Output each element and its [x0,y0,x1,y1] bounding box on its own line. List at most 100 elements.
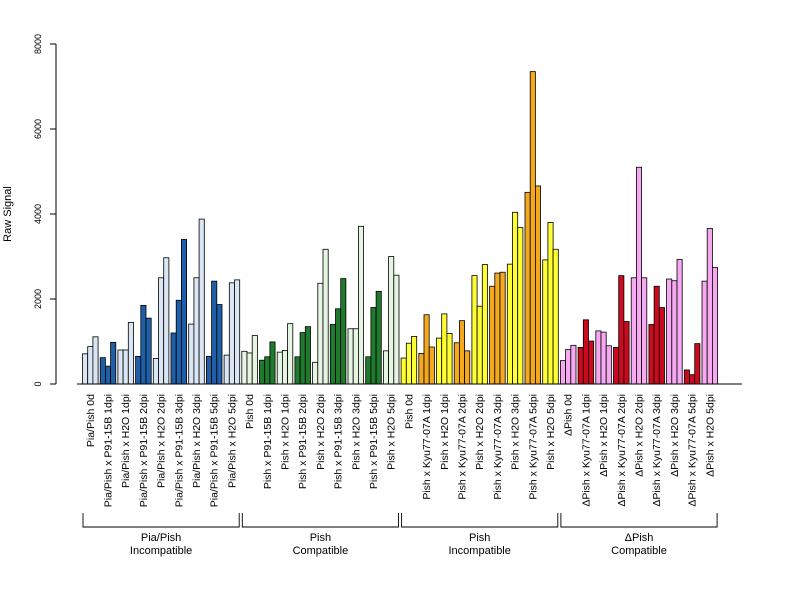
bar-25-1 [529,71,536,385]
bar-33-2 [676,259,683,385]
bar-22-1 [476,305,483,385]
y-tick-label-2: 4000 [33,204,43,224]
bar-25-0 [524,191,531,385]
x-tick-label-31: ΔPish x H2O 2dpi [634,394,646,477]
bar-7-2 [216,304,223,385]
bar-23-1 [494,272,501,385]
x-tick-labels: Pia/Pish 0d Pia/Pish x P91-15B 1dpi Pia/Pi… [85,394,716,507]
bar-34-0 [683,369,690,385]
y-tick-label-0: 0 [33,381,43,386]
bar-20-2 [446,333,453,385]
bar-35-2 [712,267,719,385]
bar-8-1 [228,282,235,385]
bar-29-0 [595,330,602,385]
bar-28-2 [588,340,595,385]
bar-11-1 [281,350,288,385]
x-tick-label-21: Pish x Kyu77-07A 2dpi [457,394,469,500]
bars-layer [82,71,719,385]
bar-22-2 [481,264,488,385]
bar-2-0 [117,349,124,385]
x-tick-label-35: ΔPish x H2O 5dpi [704,394,716,477]
bar-13-2 [322,248,329,385]
bar-6-2 [198,218,205,385]
y-tick-label-1: 2000 [33,289,43,309]
group-label-1-line1: Pish [310,532,331,544]
bar-11-2 [287,323,294,385]
x-tick-label-16: Pish x P91-15B 5dpi [368,394,380,489]
bar-27-0 [560,360,567,385]
bar-32-0 [648,324,655,385]
bar-28-1 [582,319,589,385]
bar-8-2 [234,279,241,385]
x-tick-label-11: Pish x H2O 1dpi [280,394,292,470]
bar-15-1 [352,328,359,385]
group-label-2-line2: Incompatible [449,545,511,557]
bar-0-1 [87,346,94,385]
bar-33-0 [666,278,673,385]
bar-15-0 [347,328,354,385]
bar-5-2 [180,239,187,385]
bar-27-2 [570,344,577,385]
x-tick-label-3: Pia/Pish x P91-15B 2dpi [138,394,150,507]
x-tick-label-14: Pish x P91-15B 3dpi [333,394,345,489]
bar-17-2 [393,274,400,385]
bar-19-2 [428,346,435,385]
y-axis: 0 2000 4000 6000 8000 [33,34,57,387]
x-tick-label-0: Pia/Pish 0d [85,394,97,447]
x-tick-label-19: Pish x Kyu77-07A 1dpi [421,394,433,500]
x-tick-label-13: Pish x H2O 2dpi [315,394,327,470]
group-brackets: Pia/PishIncompatiblePishCompatiblePishIn… [82,513,718,557]
x-tick-label-22: Pish x H2O 2dpi [474,394,486,470]
bar-16-0 [365,356,372,385]
bar-2-1 [122,349,129,385]
bar-26-0 [542,259,549,385]
bar-31-1 [636,166,643,385]
bar-32-2 [658,307,665,385]
x-tick-label-25: Pish x Kyu77-07A 5dpi [527,394,539,500]
x-tick-label-20: Pish x H2O 1dpi [439,394,451,470]
bar-7-1 [211,280,218,385]
bar-6-0 [188,323,195,385]
bar-16-1 [370,307,377,385]
group-label-3-line1: ΔPish [625,532,654,544]
x-tick-label-32: ΔPish x Kyu77-07A 3dpi [651,394,663,507]
group-label-0-line1: Pia/Pish [141,532,181,544]
x-tick-label-10: Pish x P91-15B 1dpi [262,394,274,489]
x-tick-label-28: ΔPish x Kyu77-07A 1dpi [580,394,592,507]
x-tick-label-34: ΔPish x Kyu77-07A 5dpi [687,394,699,507]
x-tick-label-24: Pish x H2O 3dpi [510,394,522,470]
x-tick-label-18: Pish 0d [403,394,415,429]
group-bracket-2 [401,513,559,528]
x-tick-label-12: Pish x P91-15B 2dpi [297,394,309,489]
bar-13-0 [312,361,319,385]
bar-31-2 [641,277,648,385]
bar-6-1 [193,277,200,385]
bar-12-2 [304,326,311,385]
bar-1-1 [105,365,112,385]
bar-14-2 [340,278,347,385]
bar-10-1 [264,356,271,385]
group-label-0-line2: Incompatible [130,545,192,557]
bar-34-2 [694,343,701,385]
bar-19-0 [418,352,425,385]
bar-18-2 [411,335,418,385]
bar-4-1 [158,277,165,385]
bar-4-0 [152,358,159,385]
y-axis-title: Raw Signal [2,186,14,242]
bar-3-1 [140,304,147,385]
bar-13-1 [317,282,324,385]
bar-7-0 [205,355,212,385]
bar-21-0 [453,342,460,385]
bar-9-0 [241,350,248,385]
bar-19-1 [423,314,430,385]
bar-18-1 [405,342,412,385]
bar-30-0 [613,347,620,385]
bar-12-0 [294,356,301,385]
bar-23-0 [489,285,496,385]
bar-14-0 [329,324,336,385]
bar-26-1 [547,222,554,385]
bar-35-0 [701,280,708,385]
bar-31-0 [630,277,637,385]
bar-21-2 [464,350,471,385]
bar-3-0 [135,355,142,385]
